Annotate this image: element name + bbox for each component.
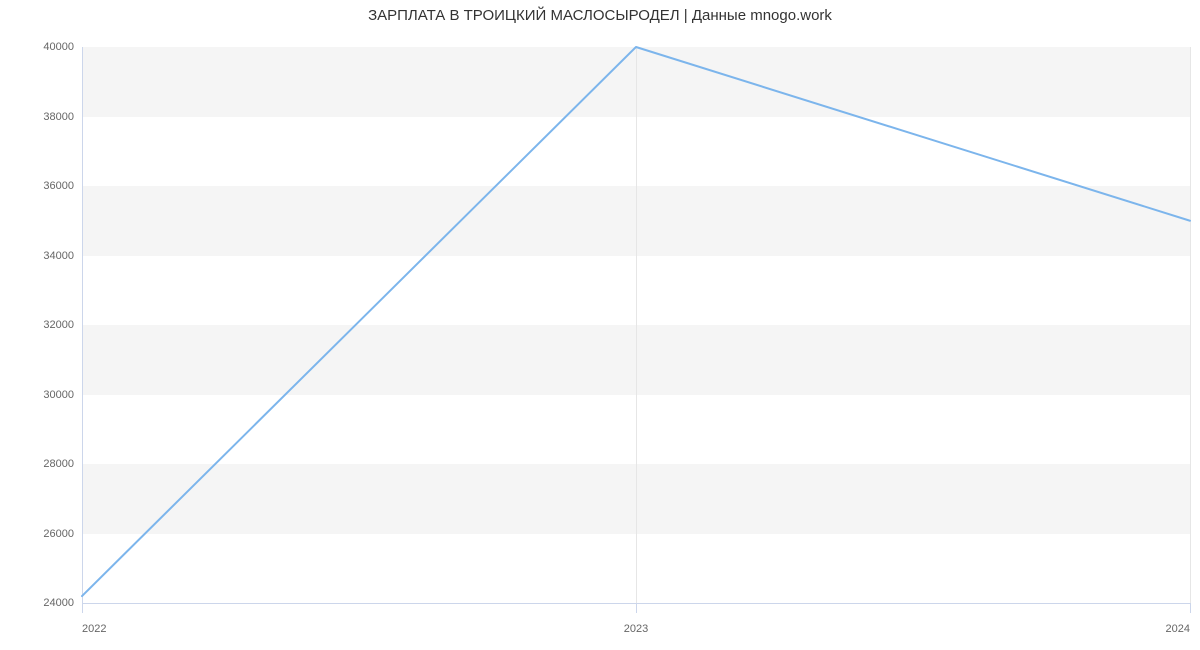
y-tick-label: 26000 xyxy=(43,528,74,540)
y-tick-label: 34000 xyxy=(43,250,74,262)
chart-title: ЗАРПЛАТА В ТРОИЦКИЙ МАСЛОСЫРОДЕЛ | Данны… xyxy=(0,7,1200,24)
x-tick xyxy=(82,603,83,613)
y-tick-label: 38000 xyxy=(43,111,74,123)
x-tick xyxy=(1190,603,1191,613)
x-tick-label: 2023 xyxy=(624,623,648,635)
y-tick-label: 30000 xyxy=(43,389,74,401)
y-tick-label: 36000 xyxy=(43,180,74,192)
x-grid-line xyxy=(1190,47,1191,603)
y-tick-label: 24000 xyxy=(43,597,74,609)
y-tick-label: 40000 xyxy=(43,41,74,53)
plot-area: 2400026000280003000032000340003600038000… xyxy=(82,47,1190,603)
series-line xyxy=(82,47,1190,603)
y-tick-label: 28000 xyxy=(43,458,74,470)
x-tick-label: 2022 xyxy=(82,623,106,635)
x-tick-label: 2024 xyxy=(1166,623,1190,635)
y-tick-label: 32000 xyxy=(43,319,74,331)
x-tick xyxy=(636,603,637,613)
